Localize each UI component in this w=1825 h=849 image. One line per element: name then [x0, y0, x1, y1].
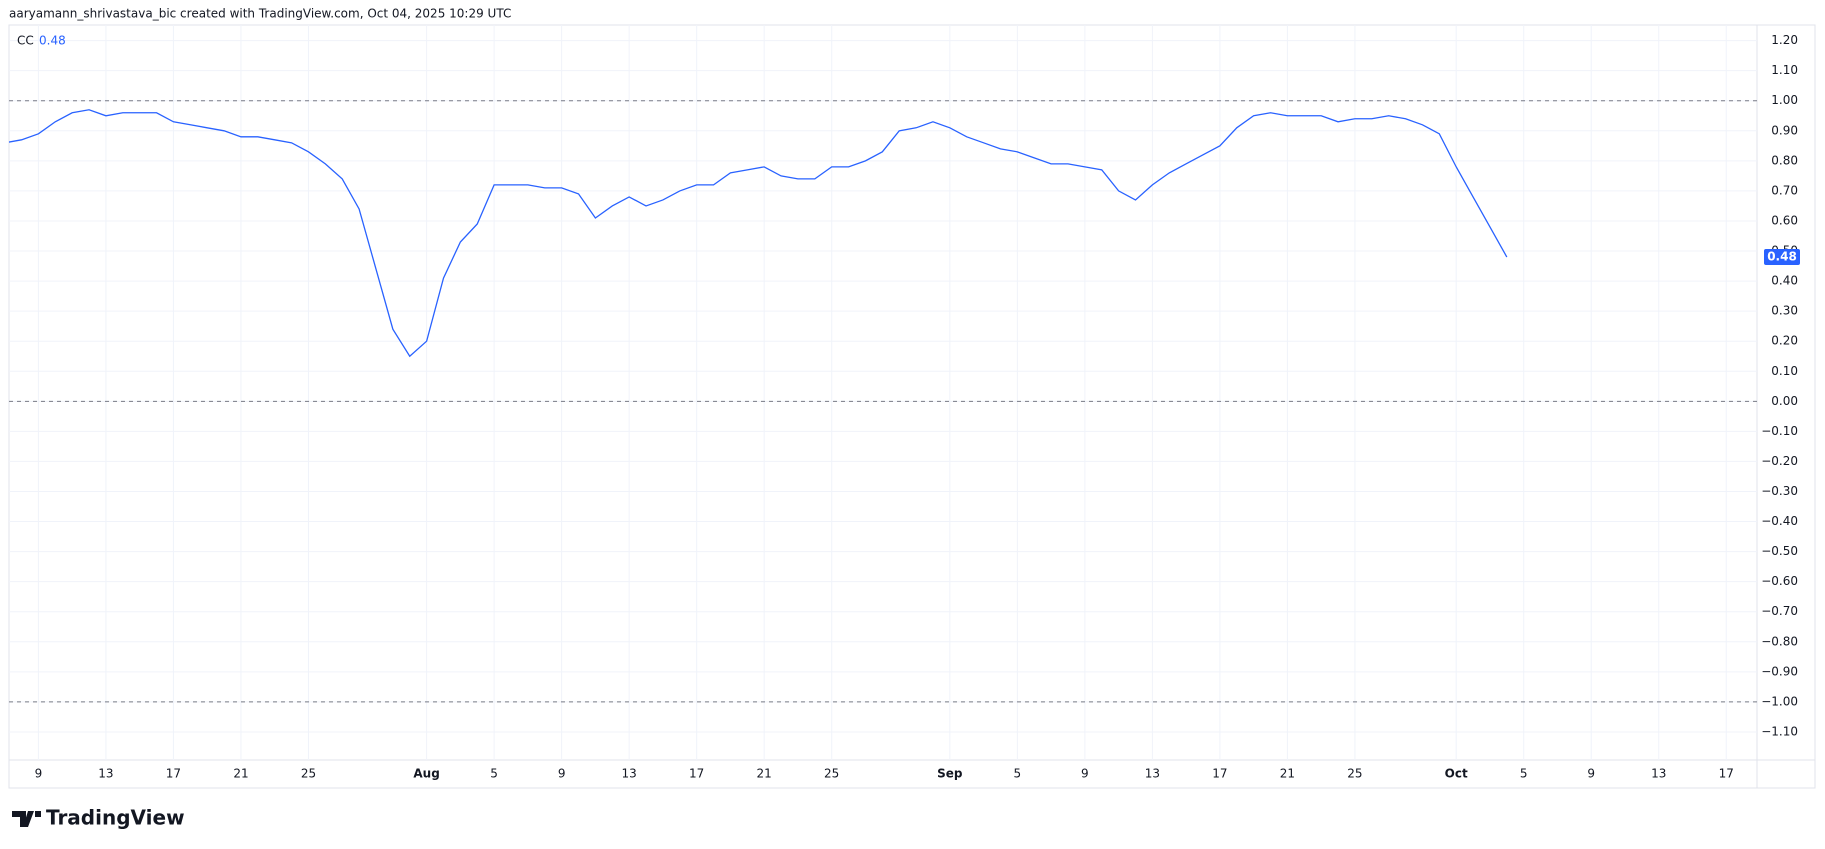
y-tick-label: −0.20 — [1761, 454, 1798, 468]
x-tick-label: 17 — [689, 767, 704, 781]
x-tick-label: 17 — [1212, 767, 1227, 781]
y-tick-label: 1.10 — [1771, 63, 1798, 77]
y-tick-label: 0.00 — [1771, 394, 1798, 408]
logo-icon — [12, 811, 41, 827]
y-tick-label: 0.20 — [1771, 334, 1798, 348]
y-tick-label: 0.40 — [1771, 274, 1798, 288]
x-tick-label: 9 — [558, 767, 566, 781]
attribution: aaryamann_shrivastava_bic created with T… — [9, 7, 511, 21]
chart-frame — [8, 24, 1816, 789]
x-tick-label: 13 — [1651, 767, 1666, 781]
x-tick-label: 9 — [35, 767, 43, 781]
x-tick-label: 5 — [1014, 767, 1022, 781]
x-tick-label: 21 — [757, 767, 772, 781]
y-tick-label: 0.30 — [1771, 304, 1798, 318]
x-tick-label: Oct — [1445, 767, 1468, 781]
y-tick-label: −0.50 — [1761, 544, 1798, 558]
y-tick-label: −0.70 — [1761, 604, 1798, 618]
x-tick-label: 21 — [233, 767, 248, 781]
y-tick-label: 0.60 — [1771, 213, 1798, 227]
y-tick-label: −0.80 — [1761, 634, 1798, 648]
y-tick-label: −0.90 — [1761, 664, 1798, 678]
y-tick-label: 0.90 — [1771, 123, 1798, 137]
x-tick-label: 17 — [1719, 767, 1734, 781]
series-line — [9, 109, 1508, 358]
legend-name: CC — [17, 34, 34, 48]
x-tick-label: 5 — [490, 767, 498, 781]
x-tick-label: Aug — [413, 767, 439, 781]
x-tick-label: 25 — [824, 767, 839, 781]
x-tick-label: 21 — [1280, 767, 1295, 781]
x-tick-label: 17 — [166, 767, 181, 781]
y-tick-label: 1.20 — [1771, 33, 1798, 47]
x-tick-label: 9 — [1587, 767, 1595, 781]
y-tick-label: 0.10 — [1771, 364, 1798, 378]
y-tick-label: −0.60 — [1761, 574, 1798, 588]
y-tick-label: 1.00 — [1771, 93, 1798, 107]
x-tick-label: 9 — [1081, 767, 1089, 781]
x-tick-label: 13 — [1145, 767, 1160, 781]
logo: TradingView — [12, 806, 185, 830]
y-tick-label: 0.80 — [1771, 153, 1798, 167]
y-tick-label: −0.10 — [1761, 424, 1798, 438]
y-tick-label: −1.10 — [1761, 724, 1798, 738]
y-tick-label: −1.00 — [1761, 694, 1798, 708]
legend-value: 0.48 — [39, 34, 66, 48]
last-value-label: 0.48 — [1767, 250, 1797, 264]
x-tick-label: 25 — [1347, 767, 1362, 781]
y-tick-label: 0.70 — [1771, 183, 1798, 197]
x-tick-label: 13 — [98, 767, 113, 781]
logo-text: TradingView — [46, 806, 185, 830]
x-tick-label: 25 — [301, 767, 316, 781]
y-tick-label: −0.30 — [1761, 484, 1798, 498]
x-tick-label: 5 — [1520, 767, 1528, 781]
y-tick-label: −0.40 — [1761, 514, 1798, 528]
x-tick-label: 13 — [622, 767, 637, 781]
x-tick-label: Sep — [937, 767, 963, 781]
last-value-badge — [1764, 249, 1800, 266]
grid — [9, 25, 1757, 760]
